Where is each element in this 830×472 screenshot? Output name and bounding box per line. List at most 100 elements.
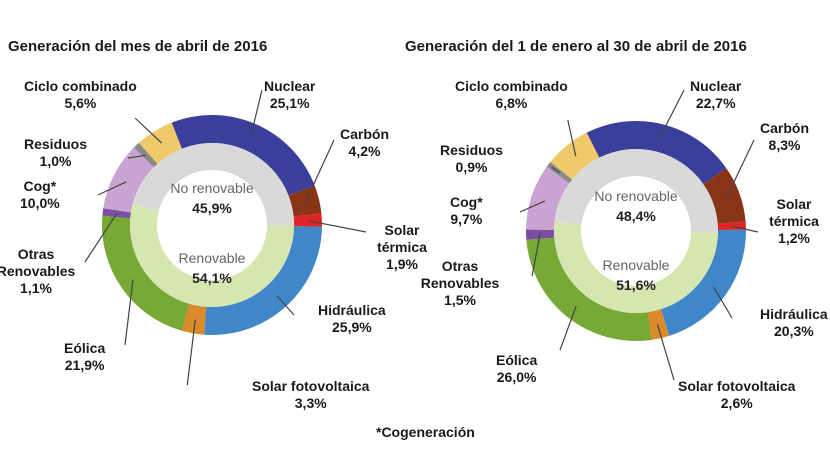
slice-ciclo-combinado <box>550 132 600 180</box>
slice-label-name: Eólica <box>64 340 106 356</box>
slice-label: Eólica 26,0% <box>496 352 537 386</box>
slice-label-name: Otras Renovables <box>0 246 76 279</box>
slice-carbón <box>288 185 322 217</box>
inner-label: No renovable 45,9% <box>152 178 272 218</box>
slice-label-name: Solar térmica <box>769 196 819 229</box>
slice-label-value: 1,5% <box>444 292 476 308</box>
slice-label-value: 22,7% <box>695 95 736 111</box>
slice-label-name: Cog* <box>23 178 57 194</box>
slice-label-name: Ciclo combinado <box>455 78 568 94</box>
slice-label-name: Solar fotovoltaica <box>678 378 796 394</box>
slice-label-value: 4,2% <box>348 143 381 159</box>
inner-slice-renovable <box>553 221 718 314</box>
slice-eólica <box>102 215 190 331</box>
slice-label-name: Carbón <box>760 120 809 136</box>
slice-label-value: 26,0% <box>496 369 537 385</box>
inner-label-value: 51,6% <box>616 277 656 293</box>
slice-label-name: Carbón <box>340 126 389 142</box>
slice-label: Eólica 21,9% <box>64 340 105 374</box>
slice-label-name: Cog* <box>450 194 483 210</box>
slice-label-name: Nuclear <box>264 78 316 94</box>
slice-label: Solar térmica 1,9% <box>372 222 432 273</box>
leader-line <box>97 181 127 196</box>
leader-line <box>519 200 546 213</box>
leader-line <box>84 213 118 263</box>
slice-label: Cog* 9,7% <box>450 194 483 228</box>
slice-label-name: Residuos <box>440 142 504 158</box>
slice-eólica <box>526 237 652 342</box>
slice-label-name: Eólica <box>496 352 538 368</box>
slice-solar-fotovoltaica <box>181 303 207 335</box>
inner-label-value: 45,9% <box>192 200 232 216</box>
slice-label-value: 1,1% <box>20 280 52 296</box>
slice-label-name: Hidráulica <box>760 306 828 322</box>
slice-label: Otras Renovables 1,5% <box>420 258 500 309</box>
footnote: *Cogeneración <box>376 424 475 440</box>
slice-label: Residuos 0,9% <box>440 142 503 176</box>
slice-label-name: Hidráulica <box>318 302 386 318</box>
inner-slice-no-renovable <box>132 142 294 225</box>
slice-hidráulica <box>660 229 746 336</box>
slice-label-value: 10,0% <box>20 195 60 211</box>
slice-label: Hidráulica 20,3% <box>760 306 828 340</box>
inner-label-name: No renovable <box>170 180 254 196</box>
leader-line <box>551 166 560 174</box>
slice-otras-renovables <box>102 208 131 219</box>
leader-line <box>307 220 367 233</box>
leader-line <box>731 225 759 233</box>
slice-label-value: 25,1% <box>269 95 310 111</box>
leader-line <box>250 89 263 138</box>
leader-line <box>127 154 147 159</box>
slice-label: Solar térmica 1,2% <box>764 196 824 247</box>
slice-label-value: 20,3% <box>774 323 814 339</box>
slice-label-value: 3,3% <box>294 395 327 411</box>
inner-label: No renovable 48,4% <box>576 186 696 226</box>
leader-line <box>531 234 541 277</box>
slice-carbón <box>703 168 746 224</box>
inner-label: Renovable 51,6% <box>576 255 696 295</box>
slice-label-name: Residuos <box>24 136 88 152</box>
leader-line <box>725 139 755 199</box>
slice-label: Carbón 8,3% <box>760 120 809 154</box>
slice-label: Carbón 4,2% <box>340 126 389 160</box>
slice-cog- <box>526 166 570 230</box>
leader-line <box>713 286 733 319</box>
slice-label-value: 9,7% <box>450 211 483 227</box>
slice-label-value: 1,9% <box>386 256 418 272</box>
leader-line <box>124 279 134 346</box>
slice-label-name: Nuclear <box>690 78 742 94</box>
leader-line <box>186 319 196 386</box>
slice-label: Ciclo combinado 6,8% <box>455 78 568 112</box>
inner-label-name: Renovable <box>602 257 670 273</box>
slice-ciclo-combinado <box>138 122 182 164</box>
leader-line <box>304 139 335 203</box>
inner-label-name: No renovable <box>594 188 678 204</box>
slice-label-value: 6,8% <box>495 95 528 111</box>
inner-slice-renovable <box>130 204 294 307</box>
inner-label-value: 48,4% <box>616 208 656 224</box>
inner-label: Renovable 54,1% <box>152 248 272 288</box>
inner-slice-no-renovable <box>554 149 718 233</box>
inner-label-value: 54,1% <box>192 270 232 286</box>
slice-label-name: Solar térmica <box>377 222 427 255</box>
leader-line <box>276 295 295 316</box>
slice-label-name: Solar fotovoltaica <box>252 378 370 394</box>
leader-line <box>559 305 577 351</box>
slice-nuclear <box>171 114 315 196</box>
chart-title-left: Generación del mes de abril de 2016 <box>8 38 268 55</box>
slice-label: Ciclo combinado 5,6% <box>24 78 137 112</box>
slice-label-value: 1,2% <box>778 230 810 246</box>
slice-label-value: 8,3% <box>768 137 801 153</box>
leader-line <box>567 119 577 157</box>
slice-label: Solar fotovoltaica 2,6% <box>678 378 795 412</box>
slice-solar-fotovoltaica <box>647 309 670 340</box>
slice-hidráulica <box>204 226 322 335</box>
inner-label-name: Renovable <box>178 250 246 266</box>
slice-label-value: 5,6% <box>64 95 97 111</box>
slice-label: Nuclear 22,7% <box>690 78 741 112</box>
leader-line <box>659 89 685 139</box>
slice-label-name: Otras Renovables <box>420 258 500 291</box>
slice-label-value: 0,9% <box>455 159 488 175</box>
